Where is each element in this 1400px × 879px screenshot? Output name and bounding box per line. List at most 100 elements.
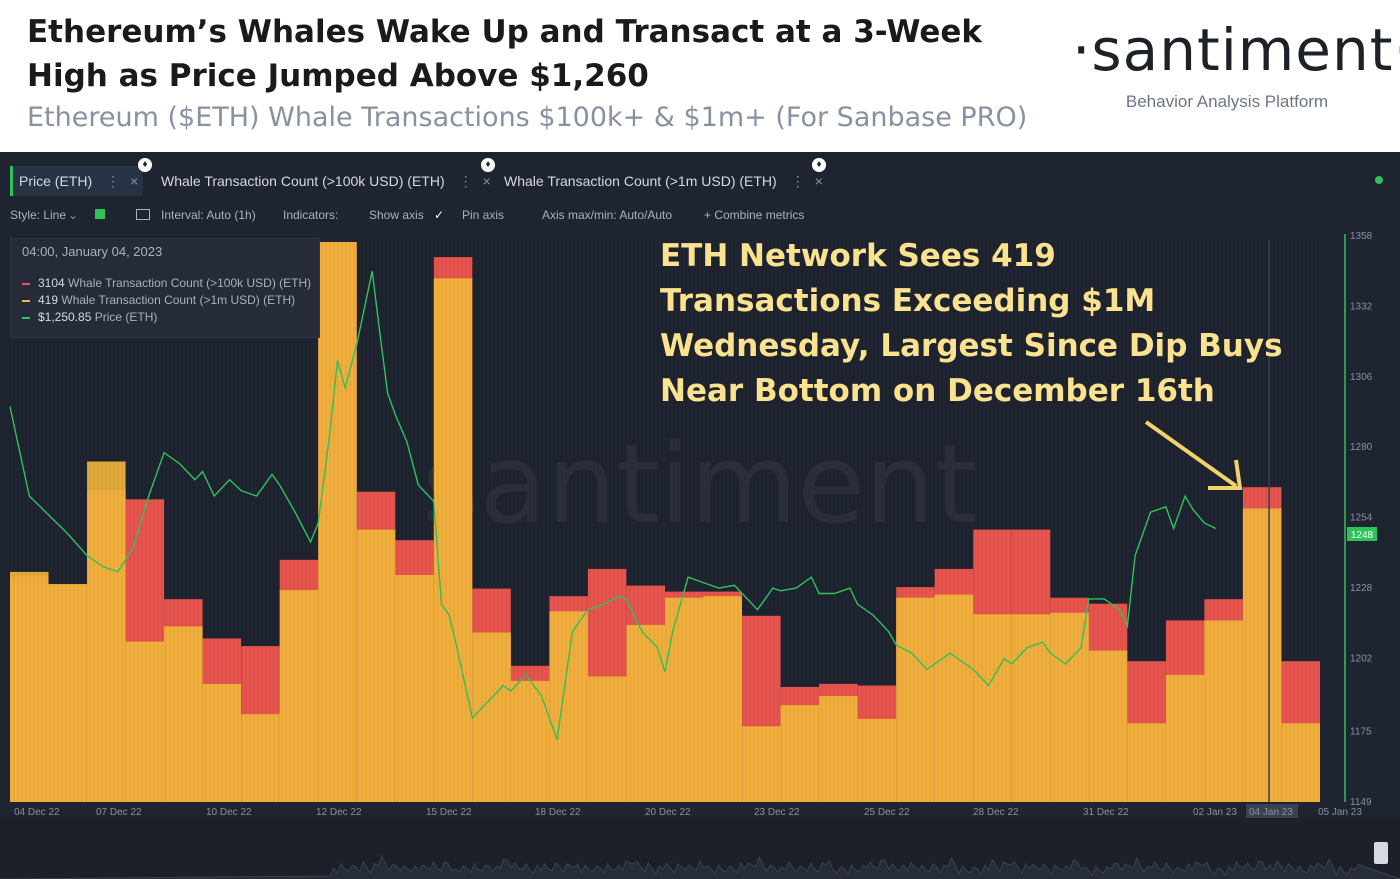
bar-1m-2022-12-15: [472, 632, 511, 802]
price-tick-1175: 1175: [1350, 727, 1372, 738]
check-icon[interactable]: ✓: [434, 208, 445, 222]
current-price-badge: 1248: [1347, 527, 1377, 541]
price-tick-1202: 1202: [1350, 654, 1373, 665]
tooltip-row-price: $1,250.85 Price (ETH): [22, 310, 157, 324]
bar-1m-2022-12-17: [549, 611, 588, 802]
interval-dropdown[interactable]: Interval: Auto (1h): [161, 208, 256, 222]
bar-1m-2022-12-06: [125, 641, 165, 802]
chart-canvas: santiment 1149 1175 1202 1228 1254 1280 1306 13…: [0, 231, 1400, 879]
x-tick-31-Dec-22: 31 Dec 22: [1083, 807, 1129, 818]
bar-1m-2022-12-30: [1050, 612, 1089, 802]
tooltip-label: Whale Transaction Count (>100k USD) (ETH…: [68, 276, 312, 290]
eth-pin-icon: ♦: [481, 158, 495, 172]
tab-price-label: Price (ETH): [19, 173, 93, 189]
bar-1m-2022-12-05: [87, 461, 126, 802]
bar-1m-2022-12-04a: [10, 571, 49, 802]
tooltip-row-1m: 419 Whale Transaction Count (>1m USD) (E…: [22, 293, 295, 307]
bar-1m-2023-01-02: [1165, 674, 1205, 802]
price-tick-1149: 1149: [1350, 797, 1372, 808]
tab-whale-1m-label: Whale Transaction Count (>1m USD) (ETH): [504, 173, 777, 189]
logo-wordmark: ·santiment·: [1072, 16, 1400, 84]
bar-1m-2022-12-18: [587, 676, 627, 802]
annotation-line-2: Transactions Exceeding $1M: [660, 283, 1156, 319]
x-tick-18-Dec-22: 18 Dec 22: [535, 807, 581, 818]
bar-1m-2022-12-26: [896, 597, 935, 802]
bar-1m-2022-12-07: [164, 626, 203, 802]
price-axis-ticks: 1149 1175 1202 1228 1254 1280 1306 1332 1358: [1350, 231, 1373, 808]
bar-1m-2022-12-23: [780, 705, 820, 802]
current-price-label: 1248: [1351, 530, 1374, 541]
bar-1m-2022-12-12: [356, 529, 396, 802]
series-1m-bars: [10, 242, 1320, 802]
bar-1m-2022-12-09: [241, 714, 280, 802]
indicators-dropdown[interactable]: Indicators:: [283, 208, 339, 222]
color-swatch[interactable]: [95, 209, 105, 219]
annotation-text: ETH Network Sees 419 Transactions Exceed…: [660, 234, 1283, 414]
title-line-1: Ethereum’s Whales Wake Up and Transact a…: [27, 14, 983, 50]
combine-metrics-button[interactable]: + Combine metrics: [704, 208, 805, 222]
navigator-handle[interactable]: [1374, 842, 1388, 864]
bar-1m-2022-12-20: [665, 597, 704, 802]
bar-1m-2022-12-11: [318, 242, 357, 802]
annotation-line-1: ETH Network Sees 419: [660, 238, 1056, 274]
eth-pin-icon: ♦: [812, 158, 826, 172]
show-axis-toggle[interactable]: Show axis: [369, 208, 424, 222]
bar-1m-2022-12-04b: [48, 584, 87, 802]
price-tick-1332: 1332: [1350, 301, 1373, 312]
chevron-down-icon[interactable]: ⌄: [68, 208, 79, 222]
bar-1m-2023-01-04: [1242, 508, 1282, 802]
bar-stripes: [9, 242, 1319, 802]
x-tick-28-Dec-22: 28 Dec 22: [973, 807, 1019, 818]
tooltip-row-100k: 3104 Whale Transaction Count (>100k USD)…: [22, 276, 311, 290]
price-tick-1254: 1254: [1350, 513, 1373, 524]
pin-axis-toggle[interactable]: Pin axis: [462, 208, 505, 222]
bar-1m-2022-12-10: [279, 590, 319, 802]
stripe-texture: [9, 242, 1319, 802]
style-dropdown[interactable]: Style: Line: [10, 208, 67, 222]
close-icon[interactable]: ×: [814, 173, 823, 189]
x-tick-02-Jan-23: 02 Jan 23: [1193, 807, 1237, 818]
bar-1m-2023-01-01: [1127, 723, 1166, 802]
price-tick-1306: 1306: [1350, 372, 1373, 383]
status-dot: [1375, 176, 1383, 184]
x-tick-15-Dec-22: 15 Dec 22: [426, 807, 472, 818]
bar-1m-2023-01-05: [1281, 723, 1320, 802]
close-icon[interactable]: ×: [130, 173, 139, 189]
x-tick-23-Dec-22: 23 Dec 22: [754, 807, 800, 818]
price-line: [9, 271, 1217, 740]
bar-1m-2022-12-25: [857, 718, 897, 802]
tooltip-label: Whale Transaction Count (>1m USD) (ETH): [61, 293, 296, 307]
tab-whale-100k[interactable]: Whale Transaction Count (>100k USD) (ETH…: [155, 166, 491, 196]
tab-whale-1m[interactable]: Whale Transaction Count (>1m USD) (ETH) …: [498, 166, 823, 196]
x-tick-05-Jan-23: 05 Jan 23: [1318, 807, 1362, 818]
x-tick-20-Dec-22: 20 Dec 22: [645, 807, 691, 818]
bar-1m-2022-12-24: [819, 696, 858, 802]
price-tick-1358: 1358: [1350, 231, 1373, 242]
x-tick-12-Dec-22: 12 Dec 22: [316, 807, 362, 818]
more-icon[interactable]: ⋮: [106, 172, 121, 189]
bar-1m-2022-12-21: [703, 596, 742, 802]
more-icon[interactable]: ⋮: [458, 172, 473, 189]
x-axis-ticks: 04 Dec 22 07 Dec 22 10 Dec 22 12 Dec 22 15 D…: [14, 804, 1362, 818]
bar-1m-2022-12-14: [433, 278, 473, 802]
tab-whale-100k-label: Whale Transaction Count (>100k USD) (ETH…: [161, 173, 445, 189]
tooltip-value: $1,250.85: [38, 310, 92, 324]
tooltip-label: Price (ETH): [94, 310, 158, 324]
more-icon[interactable]: ⋮: [790, 172, 805, 189]
bar-1m-2022-12-08: [202, 683, 242, 802]
x-tick-10-Dec-22: 10 Dec 22: [206, 807, 252, 818]
price-tick-1228: 1228: [1350, 583, 1373, 594]
annotation-line-3: Wednesday, Largest Since Dip Buys: [660, 328, 1283, 364]
tab-price[interactable]: Price (ETH) ⋮ ×: [10, 166, 143, 196]
santiment-logo: ·santiment· Behavior Analysis Platform: [1072, 10, 1400, 112]
bar-1m-2023-01-03: [1204, 620, 1243, 802]
x-tick-highlight: [1246, 804, 1298, 818]
bar-1m-2022-12-13: [395, 575, 434, 802]
bar-1m-2022-12-19: [626, 624, 665, 802]
title-line-2: High as Price Jumped Above $1,260: [27, 58, 649, 94]
tooltip-date: 04:00, January 04, 2023: [22, 244, 163, 259]
axis-minmax-dropdown[interactable]: Axis max/min: Auto/Auto: [542, 208, 673, 222]
page-title: Ethereum’s Whales Wake Up and Transact a…: [27, 10, 1027, 98]
close-icon[interactable]: ×: [482, 173, 491, 189]
eth-pin-icon: ♦: [138, 158, 152, 172]
